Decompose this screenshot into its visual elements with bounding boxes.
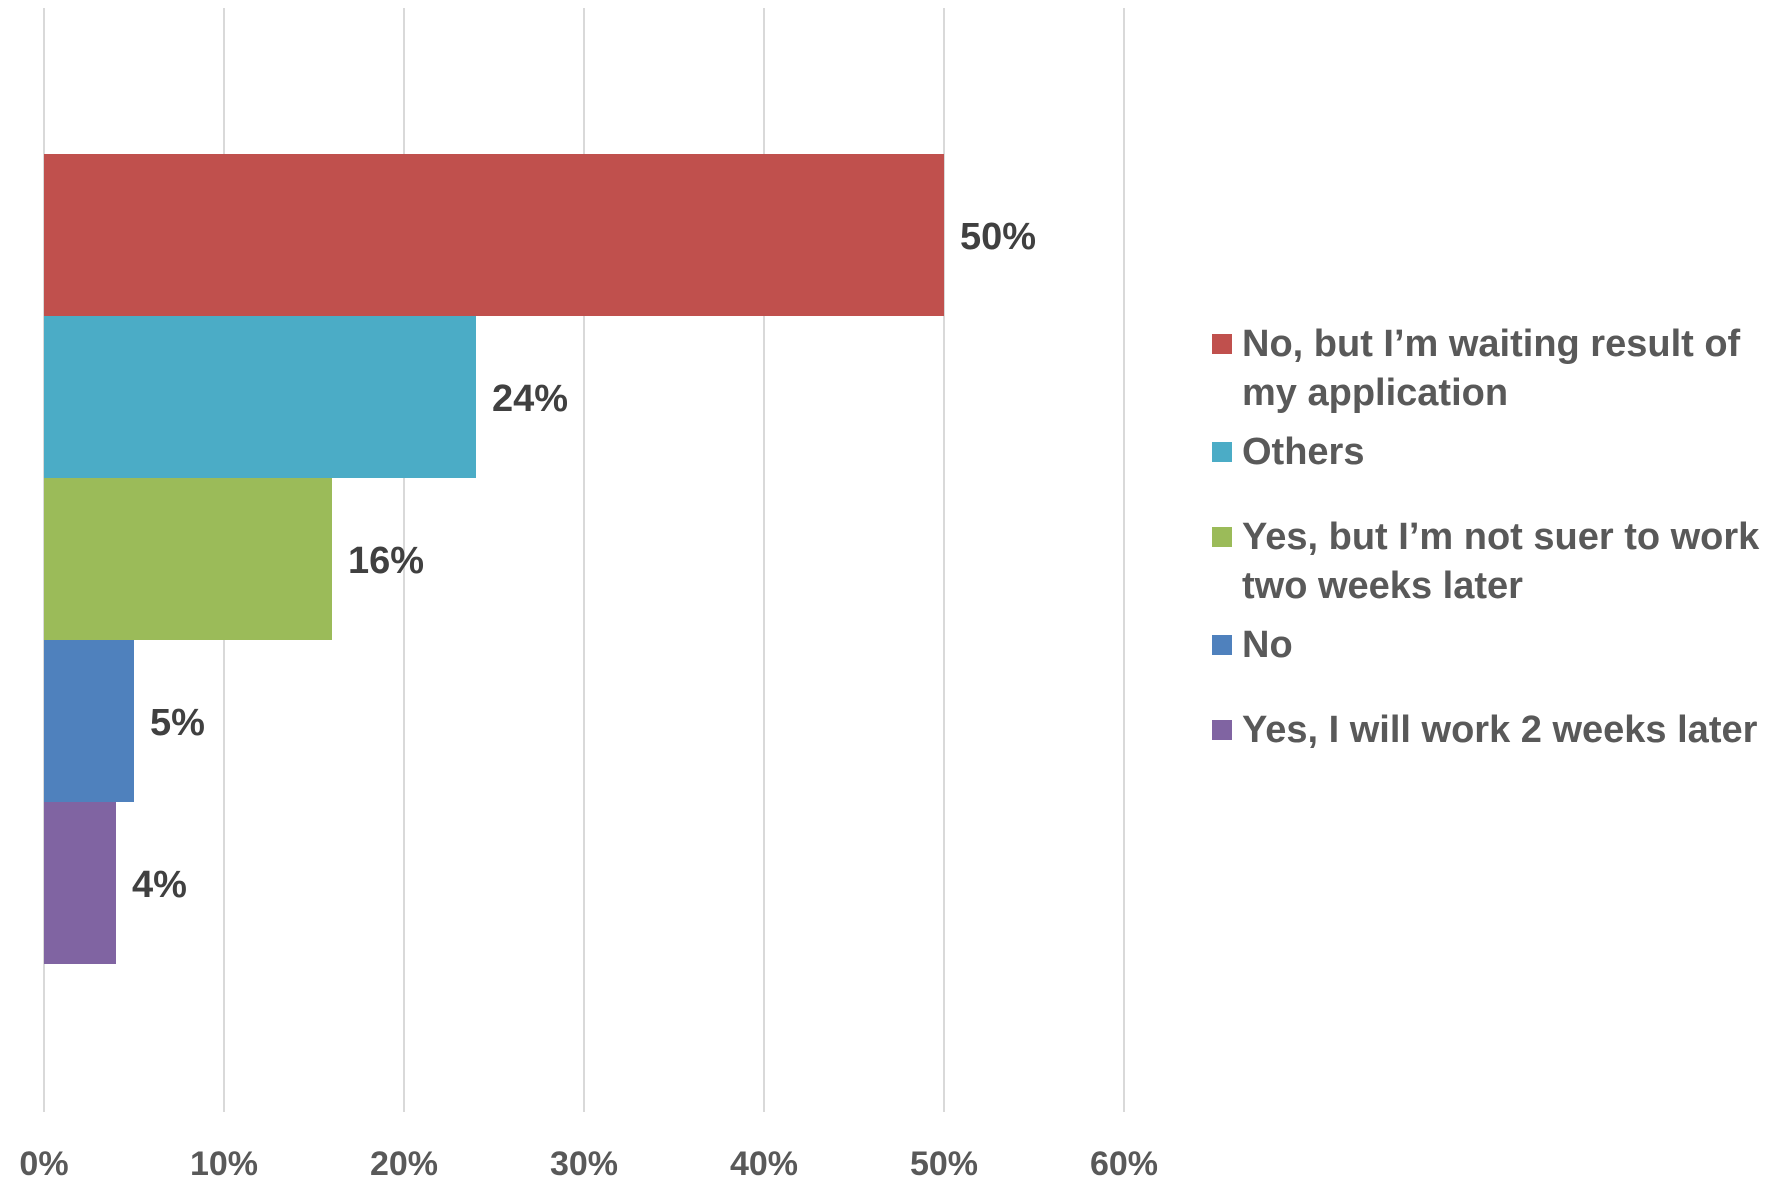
bar <box>44 316 476 478</box>
data-label: 16% <box>348 540 424 582</box>
legend-item: Yes, I will work 2 weeks later <box>1212 706 1772 755</box>
legend-label: Others <box>1242 431 1365 473</box>
legend-label: Yes, I will work 2 weeks later <box>1242 709 1758 751</box>
data-label: 50% <box>960 216 1036 258</box>
legend-swatch <box>1212 334 1232 354</box>
bar <box>44 478 332 640</box>
legend-item: No, but I’m waiting result of my applica… <box>1212 320 1772 418</box>
legend-label: Yes, but I’m not suer to work two weeks … <box>1242 516 1760 607</box>
bars <box>44 154 944 964</box>
legend-swatch <box>1212 527 1232 547</box>
legend: No, but I’m waiting result of my applica… <box>1212 320 1772 755</box>
x-tick-label: 40% <box>730 1145 798 1178</box>
bar <box>44 154 944 316</box>
legend-item: Yes, but I’m not suer to work two weeks … <box>1212 513 1772 611</box>
x-tick-label: 50% <box>910 1145 978 1178</box>
bar <box>44 802 116 964</box>
data-label: 24% <box>492 378 568 420</box>
legend-item: Others <box>1212 428 1772 477</box>
legend-label: No <box>1242 624 1293 666</box>
bar <box>44 640 134 802</box>
data-label: 4% <box>132 864 187 906</box>
x-axis-tick-labels: 0% 10% 20% 30% 40% 50% 60% <box>19 1145 1158 1178</box>
x-tick-label: 10% <box>190 1145 258 1178</box>
legend-swatch <box>1212 442 1232 462</box>
legend-item: No <box>1212 621 1772 670</box>
legend-swatch <box>1212 635 1232 655</box>
legend-swatch <box>1212 720 1232 740</box>
x-tick-label: 60% <box>1090 1145 1158 1178</box>
x-tick-label: 20% <box>370 1145 438 1178</box>
data-labels: 50% 24% 16% 5% 4% <box>132 216 1036 906</box>
x-tick-label: 0% <box>19 1145 68 1178</box>
legend-label: No, but I’m waiting result of my applica… <box>1242 323 1741 414</box>
data-label: 5% <box>150 702 205 744</box>
x-tick-label: 30% <box>550 1145 618 1178</box>
